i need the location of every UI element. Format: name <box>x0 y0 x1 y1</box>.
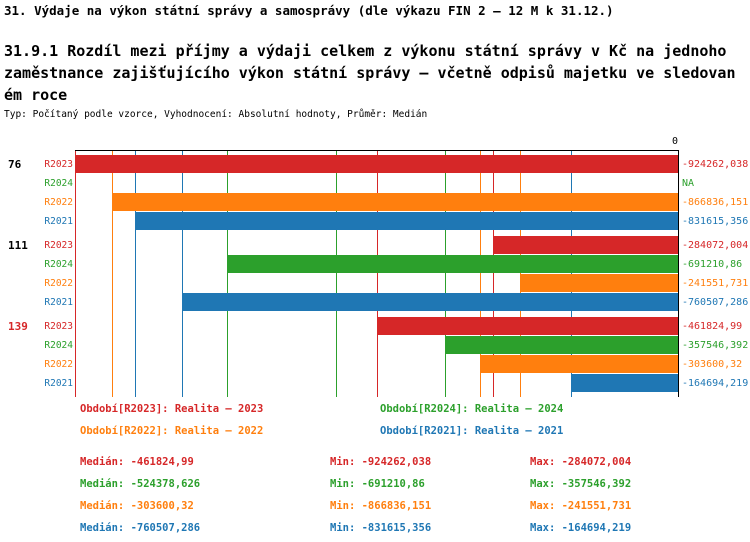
stat-median-r2024: Medián: -524378,626 <box>80 478 201 490</box>
series-label-111-r2022: R2022 <box>44 278 73 289</box>
series-label-76-r2023: R2023 <box>44 159 73 170</box>
bar-139-r2024 <box>444 336 678 354</box>
r2023-max-line <box>492 151 494 397</box>
bar-139-r2023 <box>376 317 678 335</box>
r2024-min-line <box>227 151 229 397</box>
stat-max-r2022: Max: -241551,731 <box>530 500 632 512</box>
value-label-111-r2021: -760507,286 <box>682 297 749 308</box>
bar-76-r2022 <box>112 193 678 211</box>
stat-max-r2024: Max: -357546,392 <box>530 478 632 490</box>
series-label-139-r2022: R2022 <box>44 359 73 370</box>
bar-111-r2022 <box>520 274 678 292</box>
axis-zero-line <box>678 150 679 397</box>
legend-item-r2021: Období[R2021]: Realita – 2021 <box>380 425 564 437</box>
r2021-median-line <box>181 151 183 397</box>
plot-top-border <box>75 150 679 151</box>
indicator-title-line1: 31.9.1 Rozdíl mezi příjmy a výdaji celke… <box>4 42 727 60</box>
series-label-111-r2024: R2024 <box>44 259 73 270</box>
series-label-111-r2023: R2023 <box>44 240 73 251</box>
stat-min-r2021: Min: -831615,356 <box>330 522 432 534</box>
series-label-76-r2024: R2024 <box>44 178 73 189</box>
bar-76-r2021 <box>135 212 678 230</box>
value-label-76-r2023: -924262,038 <box>682 159 749 170</box>
series-label-139-r2021: R2021 <box>44 378 73 389</box>
value-label-139-r2021: -164694,219 <box>682 378 749 389</box>
value-label-139-r2022: -303600,32 <box>682 359 743 370</box>
stat-median-r2022: Medián: -303600,32 <box>80 500 194 512</box>
indicator-title-line3: ém roce <box>4 86 68 104</box>
value-label-76-r2021: -831615,356 <box>682 216 749 227</box>
value-label-111-r2022: -241551,731 <box>682 278 749 289</box>
group-label-139: 139 <box>8 320 28 333</box>
r2023-min-line <box>75 151 76 397</box>
stat-min-r2023: Min: -924262,038 <box>330 456 432 468</box>
stat-median-r2023: Medián: -461824,99 <box>80 456 194 468</box>
series-label-111-r2021: R2021 <box>44 297 73 308</box>
r2024-max-line <box>444 151 446 397</box>
stat-median-r2021: Medián: -760507,286 <box>80 522 201 534</box>
r2024-median-line <box>335 151 337 397</box>
r2023-median-line <box>376 151 378 397</box>
axis-zero-label: 0 <box>672 136 679 147</box>
legend-item-r2024: Období[R2024]: Realita – 2024 <box>380 403 564 415</box>
value-label-111-r2024: -691210,86 <box>682 259 743 270</box>
stat-max-r2021: Max: -164694,219 <box>530 522 632 534</box>
value-label-111-r2023: -284072,004 <box>682 240 749 251</box>
value-label-76-r2022: -866836,151 <box>682 197 749 208</box>
bar-111-r2023 <box>492 236 678 254</box>
group-label-76: 76 <box>8 158 22 171</box>
value-label-139-r2023: -461824,99 <box>682 321 743 332</box>
indicator-meta: Typ: Počítaný podle vzorce, Vyhodnocení:… <box>4 109 428 120</box>
bar-139-r2021 <box>570 374 678 392</box>
legend-item-r2022: Období[R2022]: Realita – 2022 <box>80 425 264 437</box>
series-label-76-r2021: R2021 <box>44 216 73 227</box>
series-label-139-r2024: R2024 <box>44 340 73 351</box>
stat-max-r2023: Max: -284072,004 <box>530 456 632 468</box>
r2021-min-line <box>135 151 137 397</box>
series-label-76-r2022: R2022 <box>44 197 73 208</box>
report-title: 31. Výdaje na výkon státní správy a samo… <box>4 3 614 18</box>
bar-139-r2022 <box>479 355 678 373</box>
bar-76-r2023 <box>75 155 678 173</box>
indicator-title-line2: zaměstnance zajišťujícího výkon státní s… <box>4 64 736 82</box>
bar-111-r2021 <box>181 293 678 311</box>
value-label-139-r2024: -357546,392 <box>682 340 749 351</box>
legend-item-r2023: Období[R2023]: Realita – 2023 <box>80 403 264 415</box>
stat-min-r2024: Min: -691210,86 <box>330 478 425 490</box>
r2022-median-line <box>479 151 481 397</box>
r2022-min-line <box>112 151 114 397</box>
series-label-139-r2023: R2023 <box>44 321 73 332</box>
stat-min-r2022: Min: -866836,151 <box>330 500 432 512</box>
value-label-76-r2024: NA <box>682 178 695 189</box>
bar-111-r2024 <box>227 255 678 273</box>
group-label-111: 111 <box>8 239 28 252</box>
